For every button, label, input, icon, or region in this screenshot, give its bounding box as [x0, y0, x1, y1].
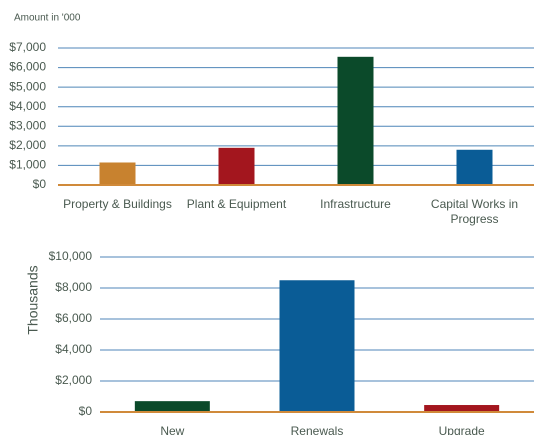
y-tick-label: $7,000	[9, 40, 46, 54]
bar	[424, 405, 500, 412]
x-tick-label: Renewals	[290, 424, 344, 435]
y-tick-label: $1,000	[9, 158, 46, 172]
y-tick-label: $10,000	[49, 249, 93, 263]
x-tick-label: Infrastructure	[320, 197, 391, 211]
x-tick-label: Capital Works in Progress	[430, 197, 519, 226]
x-tick-label: Upgrade	[438, 424, 485, 435]
y-tick-label: $2,000	[55, 373, 92, 387]
bar	[99, 162, 136, 185]
y-tick-label: $5,000	[9, 79, 46, 93]
y-axis-label: Thousands	[25, 265, 41, 334]
bar	[279, 280, 355, 412]
bar	[134, 401, 210, 412]
y-tick-label: $6,000	[55, 311, 92, 325]
bar	[218, 147, 255, 185]
y-tick-label: $0	[33, 177, 47, 191]
y-tick-label: $6,000	[9, 60, 46, 74]
y-tick-label: $3,000	[9, 118, 46, 132]
x-tick-label: New	[160, 424, 185, 435]
y-tick-label: $4,000	[55, 342, 92, 356]
x-tick-label: Plant & Equipment	[186, 197, 287, 211]
subtitle: Amount in '000	[14, 13, 81, 24]
bar	[456, 149, 493, 185]
bar	[337, 56, 374, 185]
y-tick-label: $2,000	[9, 138, 46, 152]
y-tick-label: $8,000	[55, 280, 92, 294]
x-tick-label: Property & Buildings	[63, 197, 172, 211]
y-tick-label: $4,000	[9, 99, 46, 113]
y-tick-label: $0	[79, 404, 93, 418]
